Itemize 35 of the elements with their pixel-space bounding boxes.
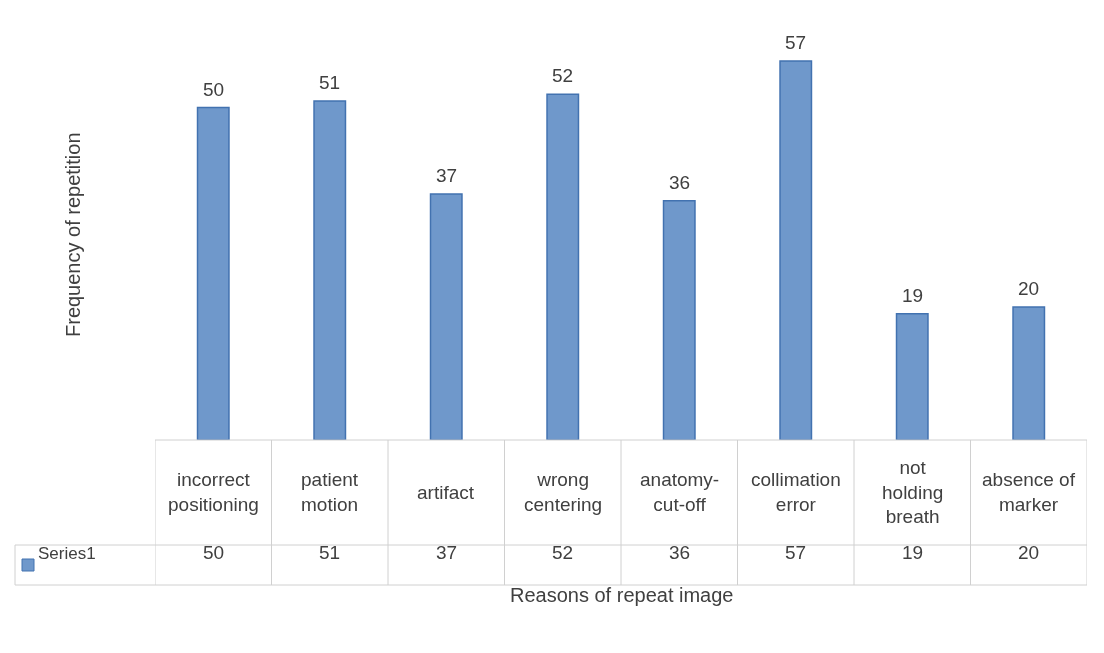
y-axis-title: Frequency of repetition — [62, 132, 84, 337]
data-label: 52 — [552, 65, 574, 86]
bar — [895, 312, 929, 440]
x-tick-label: incorrect positioning — [168, 469, 259, 515]
text: 37 — [436, 542, 458, 563]
text: 51 — [319, 542, 341, 563]
x-tick-label: patient motion — [301, 469, 359, 515]
data-label: 50 — [203, 79, 225, 100]
bar — [546, 93, 580, 440]
data-label: 19 — [902, 285, 924, 306]
text: 50 — [203, 542, 225, 563]
bar — [313, 100, 347, 440]
x-tick-label: not holding breath — [882, 457, 944, 528]
x-tick-label: absence of marker — [982, 469, 1076, 515]
data-label: 36 — [669, 172, 691, 193]
data-label: 37 — [436, 165, 458, 186]
x-tick-label: anatomy-cut-off — [640, 469, 720, 515]
bar — [1012, 306, 1046, 440]
bar — [779, 60, 813, 440]
text: 57 — [785, 542, 807, 563]
x-tick-label: wrong centering — [524, 469, 603, 515]
text: 20 — [1018, 542, 1040, 563]
text: 52 — [552, 542, 574, 563]
data-label: 57 — [785, 32, 807, 53]
legend-label: Series1 — [38, 544, 96, 563]
x-axis-title: Reasons of repeat image — [510, 584, 734, 606]
data-label: 51 — [319, 72, 341, 93]
data-label: 20 — [1018, 278, 1040, 299]
bar — [662, 199, 696, 440]
bar — [429, 193, 463, 440]
x-tick-label: collimation error — [751, 469, 841, 515]
x-tick-label: artifact — [417, 482, 475, 503]
text: 19 — [902, 542, 924, 563]
bar — [196, 106, 230, 440]
text: 36 — [669, 542, 691, 563]
